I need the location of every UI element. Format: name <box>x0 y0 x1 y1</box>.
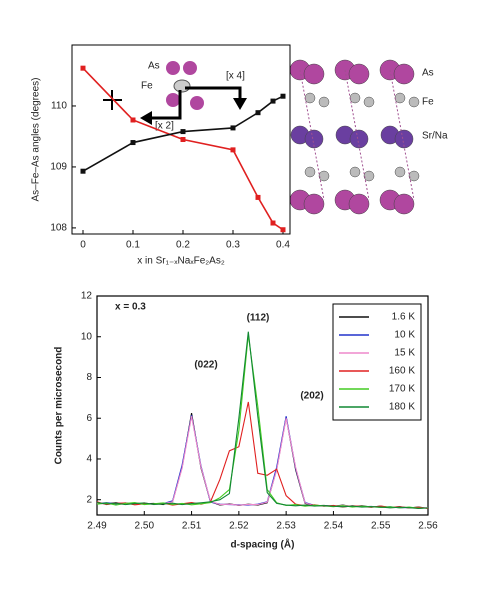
data-point <box>270 220 276 226</box>
y-tick-label: 2 <box>86 494 92 505</box>
structure-label: As <box>422 68 434 79</box>
data-point <box>80 65 86 71</box>
arrow-head <box>233 98 247 110</box>
x-tick-label: 0.3 <box>226 240 240 251</box>
y-tick-label: 8 <box>86 372 92 383</box>
x-tick-label: 0.4 <box>276 240 290 251</box>
atom <box>349 92 361 104</box>
atom <box>318 170 330 182</box>
atom <box>183 61 197 75</box>
structure-label: Sr/Na <box>422 131 448 142</box>
data-line <box>96 416 429 509</box>
atom <box>408 170 420 182</box>
atom <box>304 166 316 178</box>
atom <box>394 129 414 149</box>
data-point <box>230 125 236 131</box>
atom <box>348 193 370 215</box>
legend-label: 1.6 K <box>392 312 416 323</box>
atom <box>166 93 180 107</box>
y-tick-label: 109 <box>50 162 67 173</box>
atom <box>393 63 415 85</box>
legend-label: 180 K <box>389 402 415 413</box>
atom <box>304 92 316 104</box>
legend-label: 170 K <box>389 384 415 395</box>
arrow <box>150 90 182 120</box>
x-tick-label: 2.54 <box>324 521 344 532</box>
data-point <box>130 117 136 123</box>
arrow-head <box>140 111 152 125</box>
x-tick-label: 2.50 <box>135 521 155 532</box>
y-tick-label: 110 <box>51 101 67 112</box>
data-line <box>96 415 429 509</box>
annotation: x = 0.3 <box>115 302 146 313</box>
x-tick-label: 2.51 <box>182 521 202 532</box>
crystal-structure <box>289 59 420 215</box>
data-line <box>96 331 429 510</box>
atom <box>394 92 406 104</box>
x-tick-label: 0 <box>80 240 86 251</box>
atom <box>190 96 204 110</box>
x-axis-label: d-spacing (Å) <box>231 538 295 551</box>
inset-label: [x 4] <box>226 71 245 82</box>
x-tick-label: 2.55 <box>371 521 391 532</box>
arrow <box>185 86 242 98</box>
data-point <box>280 93 286 99</box>
atom <box>349 166 361 178</box>
data-point <box>280 227 286 233</box>
x-axis-label: x in Sr₁₋ₓNaₓFe₂As₂ <box>137 256 225 267</box>
atom <box>393 193 415 215</box>
inset-label: As <box>148 61 160 72</box>
atom <box>303 193 325 215</box>
inset-label: [x 2] <box>155 121 174 132</box>
x-tick-label: 2.49 <box>87 521 107 532</box>
data-point <box>270 98 276 104</box>
atom <box>166 61 180 75</box>
inset-diagram: As Fe [x 2] [x 4] <box>103 61 247 132</box>
atom <box>173 79 191 93</box>
legend-label: 10 K <box>394 330 415 341</box>
atom <box>408 96 420 108</box>
legend-box <box>332 303 422 421</box>
atom <box>303 63 325 85</box>
atom <box>318 96 330 108</box>
x-tick-label: 0.2 <box>176 240 190 251</box>
y-tick-label: 4 <box>86 454 92 465</box>
legend-label: 160 K <box>389 366 415 377</box>
data-point <box>255 110 261 116</box>
y-tick-label: 12 <box>81 291 93 302</box>
atom <box>363 96 375 108</box>
x-tick-label: 2.53 <box>276 521 296 532</box>
annotation: (202) <box>300 391 323 402</box>
y-axis-label: Counts per microsecond <box>54 347 65 465</box>
atom <box>348 63 370 85</box>
y-axis-label: As–Fe–As angles (degrees) <box>31 78 42 202</box>
atom <box>304 129 324 149</box>
y-tick-label: 10 <box>81 331 93 342</box>
plot-frame <box>96 295 429 516</box>
data-point <box>230 147 236 153</box>
atom <box>349 129 369 149</box>
x-tick-label: 2.52 <box>229 521 249 532</box>
x-tick-label: 2.56 <box>418 521 438 532</box>
structure-label: Fe <box>422 97 434 108</box>
data-line <box>96 413 429 509</box>
data-point <box>180 137 186 142</box>
y-tick-label: 6 <box>86 413 92 424</box>
annotation: (022) <box>194 360 217 371</box>
x-tick-label: 0.1 <box>126 240 140 251</box>
data-point <box>255 194 261 200</box>
plot-frame <box>71 44 291 235</box>
legend-label: 15 K <box>394 348 415 359</box>
atom <box>363 170 375 182</box>
annotation: (112) <box>247 313 270 324</box>
atom <box>394 166 406 178</box>
data-point <box>130 140 136 146</box>
y-tick-label: 108 <box>50 223 67 234</box>
data-point <box>180 129 186 135</box>
inset-label: Fe <box>141 81 153 92</box>
data-point <box>80 168 86 174</box>
